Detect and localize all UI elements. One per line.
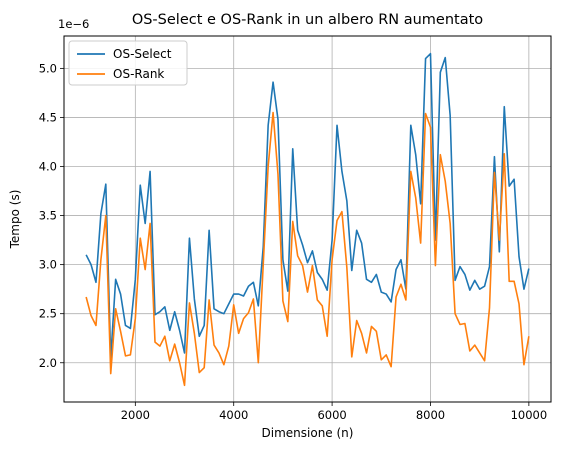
series-line-os-rank [85,111,530,387]
x-tick-label: 10000 [511,408,548,422]
x-tick-label: 4000 [219,408,248,422]
y-tick-label: 3.5 [39,209,57,223]
x-tick-label: 6000 [317,408,346,422]
chart-title: OS-Select e OS-Rank in un albero RN aume… [132,12,483,28]
y-tick-label: 4.5 [39,110,57,124]
legend-label: OS-Select [113,47,172,61]
y-tick-label: 5.0 [39,61,57,75]
x-tick-label: 8000 [416,408,445,422]
x-axis-label: Dimensione (n) [262,426,354,440]
series-line-os-select [85,52,530,359]
ticks: 2000 4000 6000 8000 10000 2.0 2.5 3.0 3.5 4.0 4.5 5… [39,61,547,422]
y-axis-label: Tempo (s) [8,190,22,250]
y-tick-label: 3.0 [39,258,57,272]
legend: OS-Select OS-Rank [68,40,188,86]
x-tick-label: 2000 [121,408,150,422]
y-axis-offset-text: 1e−6 [58,17,89,31]
y-tick-label: 2.5 [39,307,57,321]
series-layer [85,52,530,387]
y-tick-label: 4.0 [39,160,57,174]
y-tick-label: 2.0 [39,356,57,370]
legend-label: OS-Rank [113,67,164,81]
plot-frame [63,35,552,403]
